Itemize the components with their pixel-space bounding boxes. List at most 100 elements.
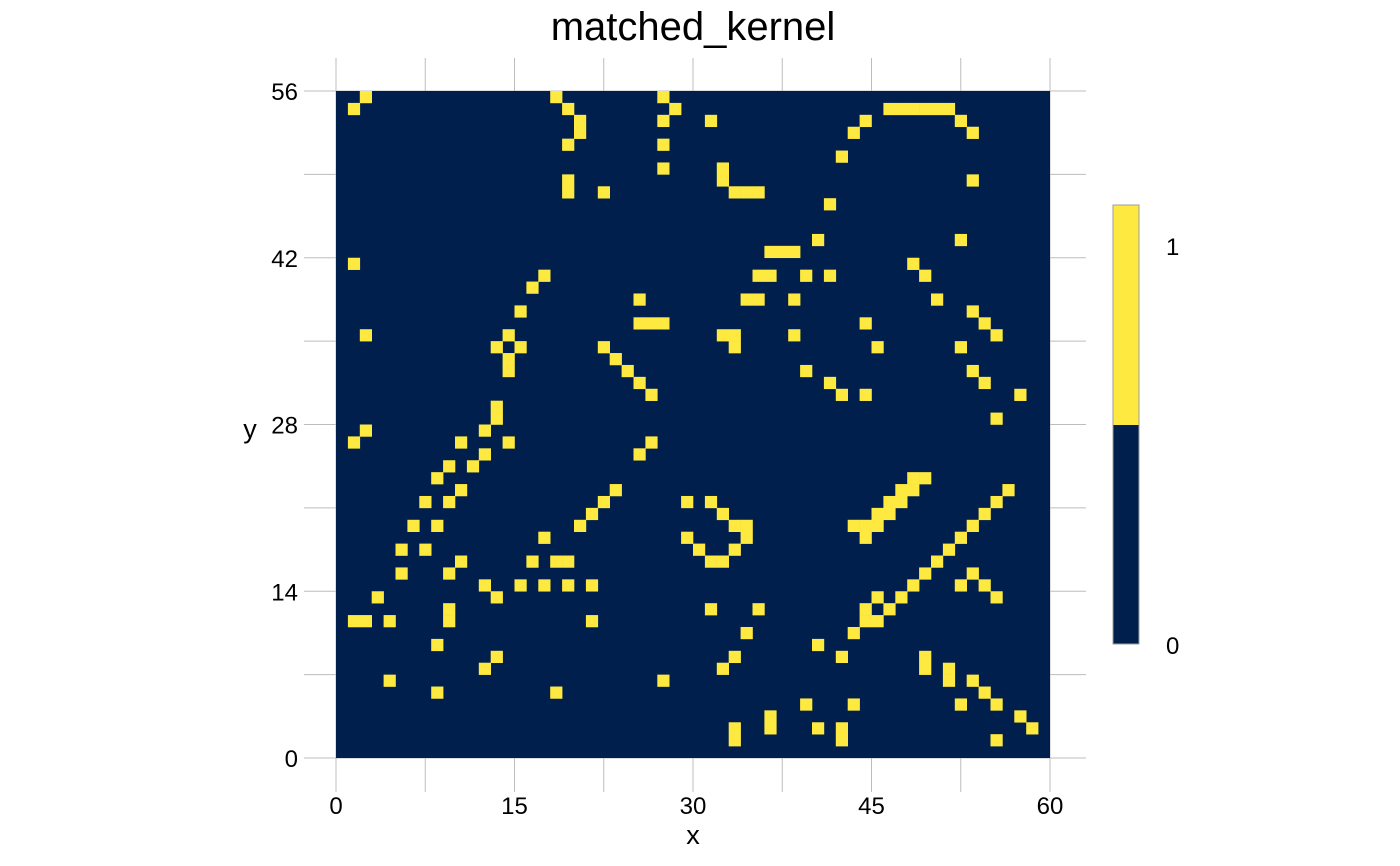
heatmap-cell bbox=[383, 674, 396, 687]
heatmap-cell bbox=[574, 114, 587, 128]
heatmap-cell bbox=[728, 722, 741, 735]
heatmap-cell bbox=[752, 269, 765, 282]
heatmap-cell bbox=[681, 495, 694, 509]
heatmap-cell bbox=[419, 495, 432, 509]
heatmap-cell bbox=[645, 317, 658, 330]
heatmap-cell bbox=[562, 138, 575, 151]
heatmap-cell bbox=[919, 269, 932, 282]
heatmap-cell bbox=[835, 722, 848, 735]
heatmap-cell bbox=[883, 507, 896, 521]
heatmap-cell bbox=[919, 102, 932, 116]
heatmap-cell bbox=[812, 233, 825, 247]
heatmap-cell bbox=[443, 460, 456, 473]
heatmap-cell bbox=[990, 698, 1003, 711]
heatmap-cell bbox=[633, 376, 646, 390]
y-axis-ticks: 0 14 28 42 56 bbox=[271, 79, 298, 773]
heatmap-cell bbox=[740, 519, 753, 532]
colorbar-frame bbox=[1112, 204, 1140, 645]
heatmap-cell bbox=[466, 460, 480, 473]
heatmap-cell bbox=[633, 293, 646, 306]
heatmap-cell bbox=[431, 638, 444, 652]
heatmap-cell bbox=[835, 388, 848, 401]
heatmap-cell bbox=[407, 519, 420, 532]
heatmap-cell bbox=[371, 591, 384, 604]
heatmap-cell bbox=[847, 698, 860, 711]
heatmap-cell bbox=[693, 543, 706, 556]
heatmap-cell bbox=[562, 174, 575, 187]
heatmap-cell bbox=[359, 615, 372, 628]
heatmap-cell bbox=[740, 293, 753, 306]
heatmap-cell bbox=[716, 329, 729, 342]
heatmap-cell bbox=[823, 198, 837, 211]
heatmap-cell bbox=[990, 329, 1003, 342]
heatmap-cell bbox=[788, 293, 801, 306]
x-axis-label: x bbox=[686, 820, 700, 850]
heatmap-cell bbox=[443, 615, 456, 628]
heatmap-cell bbox=[538, 579, 551, 592]
heatmap-cell bbox=[871, 341, 884, 354]
heatmap-cell bbox=[574, 519, 587, 532]
heatmap-cell bbox=[764, 722, 777, 735]
x-tick-label: 30 bbox=[680, 793, 707, 820]
heatmap-cell bbox=[633, 448, 646, 461]
heatmap-cell bbox=[966, 567, 979, 580]
heatmap-cell bbox=[954, 114, 967, 128]
heatmap-cell bbox=[835, 734, 848, 747]
heatmap-cell bbox=[502, 329, 515, 342]
heatmap-cell bbox=[859, 615, 872, 628]
heatmap-cell bbox=[740, 626, 753, 640]
heatmap-cell bbox=[1002, 484, 1015, 497]
heatmap-cell bbox=[550, 686, 563, 699]
heatmap-cell bbox=[395, 543, 408, 556]
heatmap-cell bbox=[823, 269, 837, 282]
heatmap-cell bbox=[490, 341, 503, 354]
heatmap-cell bbox=[859, 519, 872, 532]
colorbar-tick-1: 1 bbox=[1166, 234, 1179, 261]
heatmap-cell bbox=[907, 579, 920, 592]
heatmap-cell bbox=[704, 495, 718, 509]
heatmap-cell bbox=[812, 638, 825, 652]
heatmap-cell bbox=[871, 507, 884, 521]
heatmap-cell bbox=[931, 293, 944, 306]
heatmap-cell bbox=[728, 186, 741, 199]
heatmap-cell bbox=[907, 102, 920, 116]
heatmap-cell bbox=[919, 662, 932, 675]
heatmap-cell bbox=[788, 245, 801, 259]
heatmap-cell bbox=[788, 329, 801, 342]
heatmap-cell bbox=[764, 245, 777, 259]
heatmap-cell bbox=[478, 424, 491, 437]
heatmap-cell bbox=[835, 650, 848, 664]
heatmap-cell bbox=[859, 317, 872, 330]
heatmap-cell bbox=[514, 579, 527, 592]
heatmap-cell bbox=[978, 317, 991, 330]
heatmap-cell bbox=[490, 400, 503, 413]
heatmap-cell bbox=[907, 472, 920, 485]
heatmap-cell bbox=[895, 484, 908, 497]
heatmap-cell bbox=[347, 102, 361, 116]
heatmap-cell bbox=[609, 353, 622, 366]
heatmap-cell bbox=[347, 615, 361, 628]
heatmap-cell bbox=[859, 388, 872, 401]
heatmap-cell bbox=[574, 126, 587, 139]
heatmap-cell bbox=[954, 579, 967, 592]
heatmap-cell bbox=[359, 329, 372, 342]
heatmap-cell bbox=[954, 341, 967, 354]
heatmap-cell bbox=[597, 495, 610, 509]
heatmap-cell bbox=[455, 436, 468, 449]
heatmap-cell bbox=[359, 91, 372, 104]
heatmap-cell bbox=[895, 102, 908, 116]
heatmap-cell bbox=[942, 674, 956, 687]
heatmap-cell bbox=[562, 579, 575, 592]
heatmap-cell bbox=[764, 269, 777, 282]
heatmap-cell bbox=[800, 698, 813, 711]
heatmap-cell bbox=[490, 412, 503, 425]
heatmap-cell bbox=[728, 734, 741, 747]
heatmap-cell bbox=[847, 626, 860, 640]
heatmap-cell bbox=[538, 269, 551, 282]
heatmap-cell bbox=[514, 305, 527, 318]
x-tick-label: 45 bbox=[858, 793, 885, 820]
x-tick-label: 15 bbox=[501, 793, 528, 820]
heatmap-cell bbox=[514, 341, 527, 354]
heatmap-cell bbox=[966, 174, 979, 187]
heatmap-cell bbox=[895, 495, 908, 509]
